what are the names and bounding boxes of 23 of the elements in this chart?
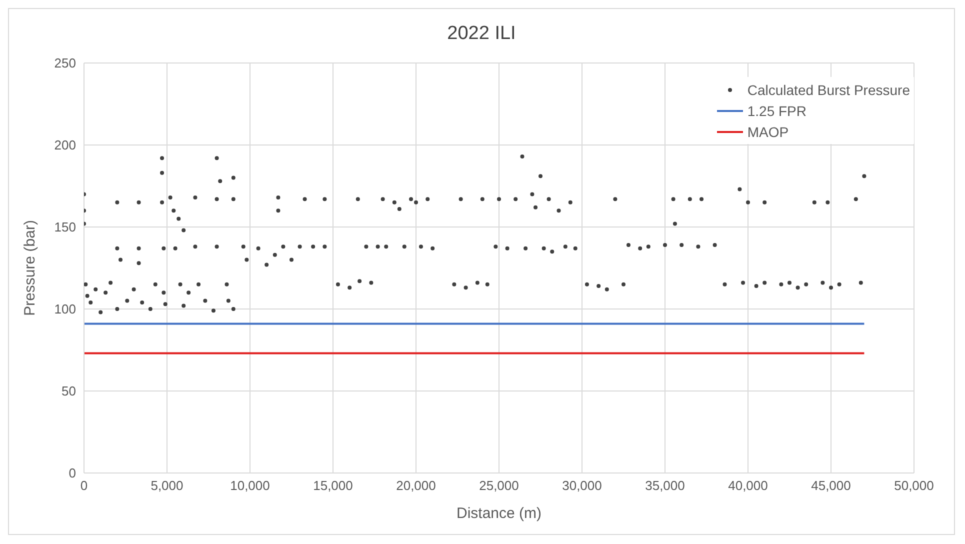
y-tick-label: 200: [54, 138, 76, 153]
x-axis-title: Distance (m): [456, 505, 542, 522]
x-tick-label: 35,000: [645, 478, 685, 494]
x-tick-label: 20,000: [396, 478, 436, 494]
x-tick-label: 5,000: [150, 478, 184, 494]
y-tick-label: 250: [54, 56, 76, 71]
y-axis-title: Pressure (bar): [21, 220, 38, 316]
x-tick-label: 45,000: [811, 478, 851, 494]
y-tick-label: 150: [54, 220, 76, 235]
y-tick-label: 0: [68, 466, 76, 481]
chart-title: 2022 ILI: [446, 22, 517, 46]
y-tick-label: 50: [62, 384, 76, 399]
x-tick-label: 10,000: [230, 478, 270, 494]
x-tick-label: 25,000: [479, 478, 519, 494]
x-tick-label: 50,000: [894, 478, 934, 494]
x-tick-label: 40,000: [728, 478, 768, 494]
legend-label: MAOP: [747, 124, 789, 140]
legend-label: 1.25 FPR: [747, 102, 806, 118]
x-tick-label: 0: [80, 478, 88, 494]
y-tick-label: 100: [54, 302, 76, 317]
x-tick-label: 15,000: [313, 478, 353, 494]
x-tick-label: 30,000: [562, 478, 602, 494]
legend-label: Calculated Burst Pressure: [747, 82, 910, 98]
